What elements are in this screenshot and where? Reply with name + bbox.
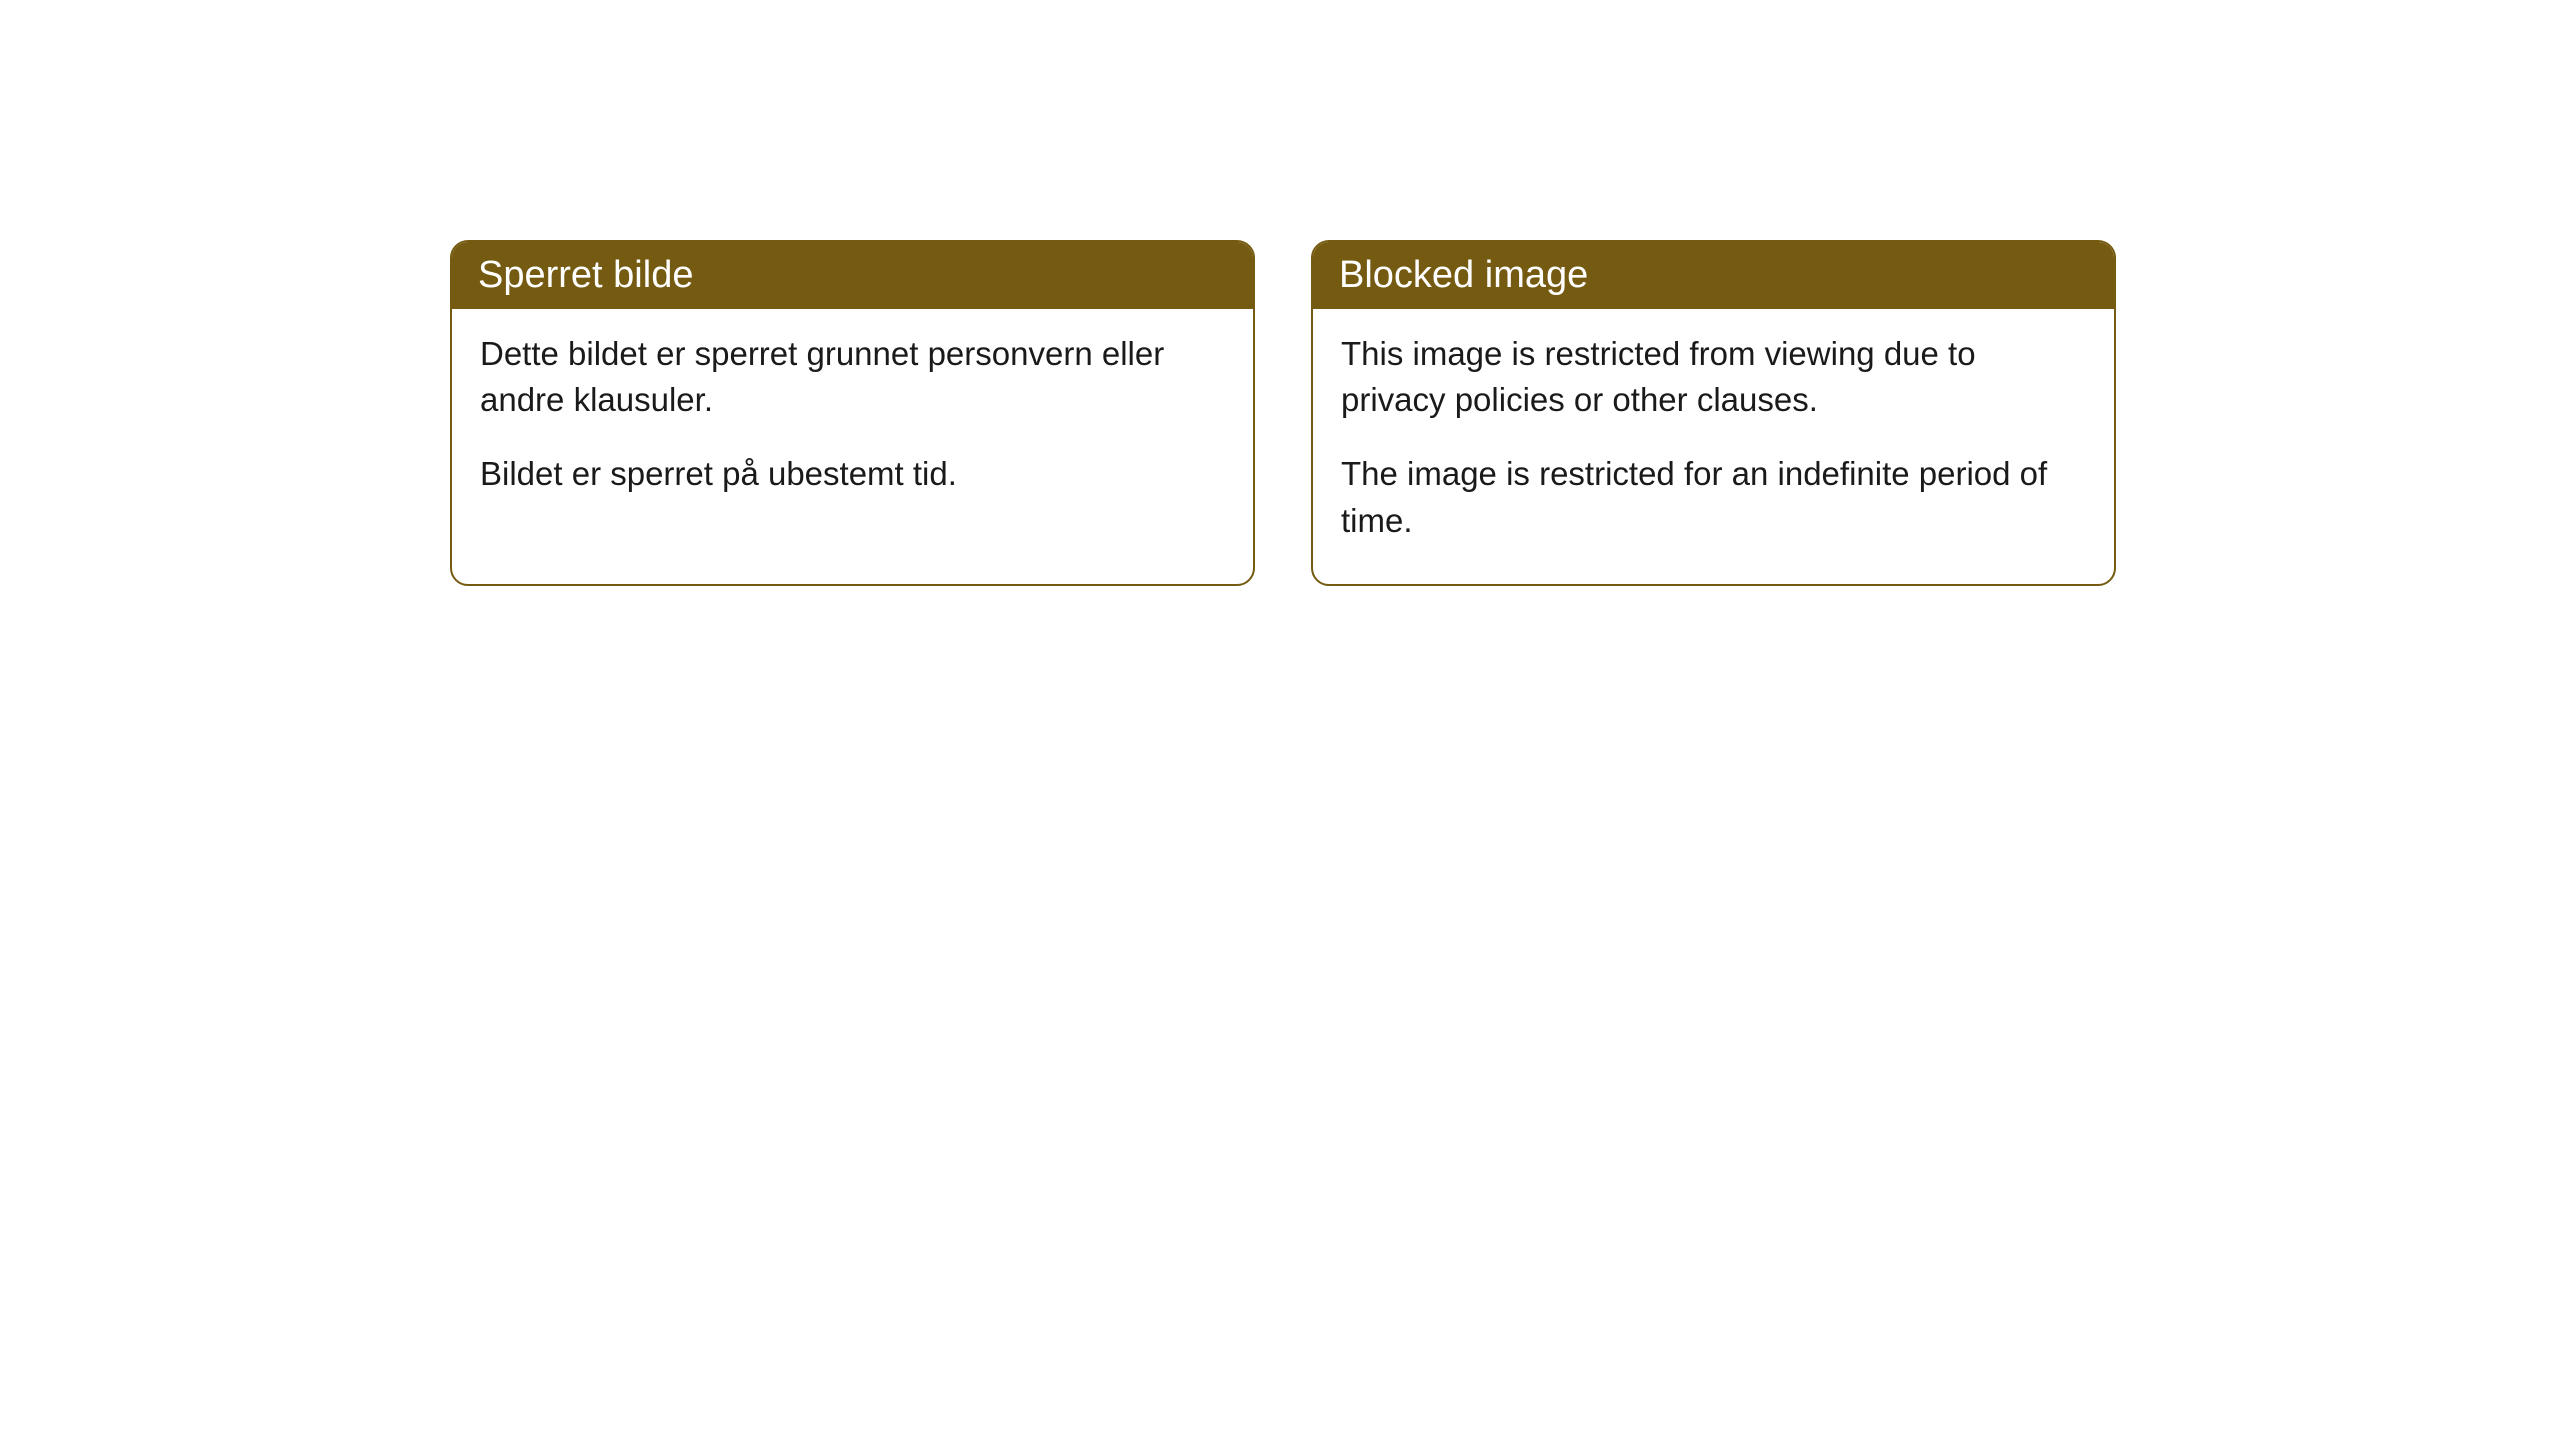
- card-header-norwegian: Sperret bilde: [452, 242, 1253, 309]
- card-paragraph-2: The image is restricted for an indefinit…: [1341, 451, 2086, 543]
- card-paragraph-1: This image is restricted from viewing du…: [1341, 331, 2086, 423]
- card-paragraph-2: Bildet er sperret på ubestemt tid.: [480, 451, 1225, 497]
- card-body-english: This image is restricted from viewing du…: [1313, 309, 2114, 584]
- card-title: Blocked image: [1339, 254, 1588, 296]
- blocked-image-card-norwegian: Sperret bilde Dette bildet er sperret gr…: [450, 240, 1255, 586]
- card-body-norwegian: Dette bildet er sperret grunnet personve…: [452, 309, 1253, 538]
- card-title: Sperret bilde: [478, 254, 693, 296]
- card-paragraph-1: Dette bildet er sperret grunnet personve…: [480, 331, 1225, 423]
- card-header-english: Blocked image: [1313, 242, 2114, 309]
- card-container: Sperret bilde Dette bildet er sperret gr…: [450, 240, 2116, 586]
- blocked-image-card-english: Blocked image This image is restricted f…: [1311, 240, 2116, 586]
